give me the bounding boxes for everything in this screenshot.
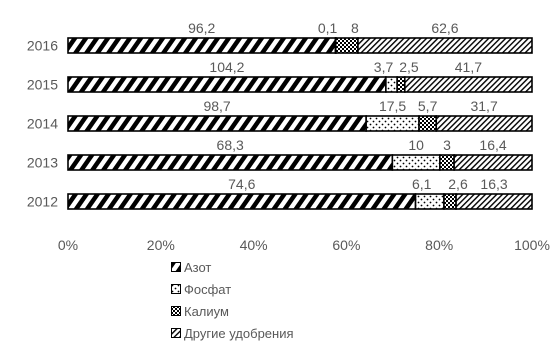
data-label-other-2013: 16,4 (479, 137, 506, 153)
category-label-2015: 2015 (27, 77, 58, 93)
legend-swatch-phosphate (171, 284, 181, 294)
bar-segment-phosphate-2012 (414, 193, 445, 210)
data-label-other-2014: 31,7 (470, 98, 497, 114)
legend-label: Фосфат (184, 281, 232, 297)
bar-segment-potassium-2014 (418, 115, 438, 132)
x-tick-label: 100% (514, 237, 550, 253)
data-label-other-2012: 16,3 (480, 176, 507, 192)
legend-item-potassium: Калиум (171, 300, 391, 322)
bar-segment-nitrogen-2014 (67, 115, 367, 132)
data-label-phosphate-2014: 17,5 (379, 98, 406, 114)
data-label-phosphate-2015: 3,7 (374, 59, 394, 75)
category-label-2016: 2016 (27, 38, 58, 54)
x-tick-label: 80% (425, 237, 453, 253)
data-label-nitrogen-2013: 68,3 (217, 137, 244, 153)
data-label-potassium-2014: 5,7 (418, 98, 438, 114)
data-label-potassium-2016: 8 (351, 20, 359, 36)
data-label-phosphate-2012: 6,1 (412, 176, 432, 192)
bar-segment-potassium-2012 (443, 193, 457, 210)
data-label-phosphate-2016: 0,1 (318, 20, 338, 36)
legend-label: Другие удобрения (184, 325, 294, 341)
x-tick-label: 0% (58, 237, 78, 253)
bar-segment-nitrogen-2012 (67, 193, 417, 210)
bar-segment-potassium-2015 (396, 76, 406, 93)
bar-segment-potassium-2013 (439, 154, 455, 171)
legend-item-nitrogen: Азот (171, 256, 391, 278)
category-label-2014: 2014 (27, 116, 58, 132)
data-label-nitrogen-2015: 104,2 (209, 59, 244, 75)
bar-segment-nitrogen-2013 (67, 154, 394, 171)
category-label-2013: 2013 (27, 155, 58, 171)
bar-segment-other-2014 (435, 115, 533, 132)
x-tick-label: 60% (332, 237, 360, 253)
bar-segment-other-2015 (403, 76, 533, 93)
legend-item-other: Другие удобрения (171, 322, 391, 344)
legend-label: Калиум (184, 303, 229, 319)
bar-segment-phosphate-2013 (391, 154, 441, 171)
data-label-potassium-2012: 2,6 (448, 176, 468, 192)
data-label-other-2015: 41,7 (455, 59, 482, 75)
bar-segment-phosphate-2015 (385, 76, 398, 93)
data-label-nitrogen-2014: 98,7 (203, 98, 230, 114)
x-tick-label: 20% (147, 237, 175, 253)
legend-swatch-nitrogen (171, 262, 181, 272)
bar-segment-other-2013 (453, 154, 533, 171)
bar-segment-other-2016 (357, 37, 533, 54)
bar-segment-nitrogen-2015 (67, 76, 387, 93)
legend-item-phosphate: Фосфат (171, 278, 391, 300)
data-label-nitrogen-2012: 74,6 (228, 176, 255, 192)
bar-segment-potassium-2016 (334, 37, 359, 54)
data-label-nitrogen-2016: 96,2 (188, 20, 215, 36)
bar-segment-other-2012 (455, 193, 533, 210)
category-label-2012: 2012 (27, 194, 58, 210)
legend-swatch-other (171, 328, 181, 338)
legend-label: Азот (184, 259, 212, 275)
data-label-potassium-2013: 3 (443, 137, 451, 153)
legend: Азот Фосфат Калиум Другие удобрения (171, 256, 391, 344)
bar-segment-phosphate-2014 (365, 115, 420, 132)
x-tick-label: 40% (240, 237, 268, 253)
data-label-other-2016: 62,6 (431, 20, 458, 36)
data-label-phosphate-2013: 10 (408, 137, 424, 153)
data-label-potassium-2015: 2,5 (399, 59, 419, 75)
bar-segment-nitrogen-2016 (67, 37, 337, 54)
legend-swatch-potassium (171, 306, 181, 316)
